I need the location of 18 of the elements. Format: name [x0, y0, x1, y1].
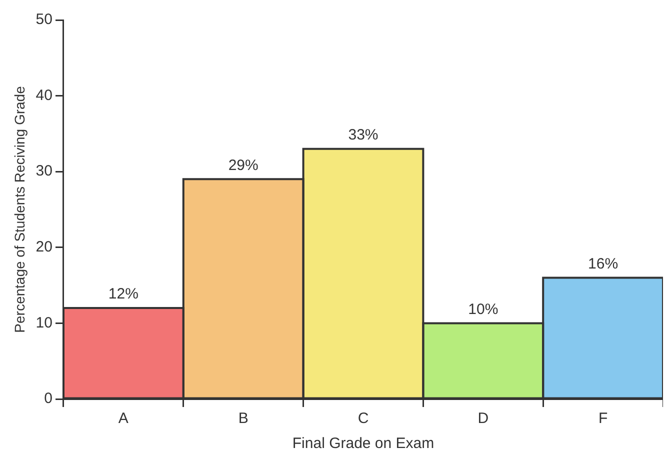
data-label: 10%: [468, 300, 498, 318]
y-tick-label: 10: [36, 314, 52, 332]
y-tick-label: 20: [36, 238, 52, 256]
data-label: 33%: [348, 126, 378, 144]
x-axis-title: Final Grade on Exam: [292, 435, 434, 452]
x-tick-label: B: [238, 410, 248, 428]
data-label: 16%: [588, 255, 618, 272]
y-tick-label: 0: [44, 390, 52, 408]
x-tick-label: F: [598, 410, 608, 428]
x-tick-label: A: [118, 410, 128, 428]
y-tick-label: 50: [36, 11, 52, 28]
data-label: 12%: [108, 286, 138, 303]
data-label: 29%: [228, 156, 258, 174]
y-axis-title: Percentage of Students Reciving Grade: [11, 86, 28, 333]
x-tick-label: D: [478, 410, 489, 428]
y-tick-label: 40: [36, 86, 52, 104]
x-tick-label: C: [358, 410, 369, 428]
y-tick-label: 30: [36, 162, 52, 180]
